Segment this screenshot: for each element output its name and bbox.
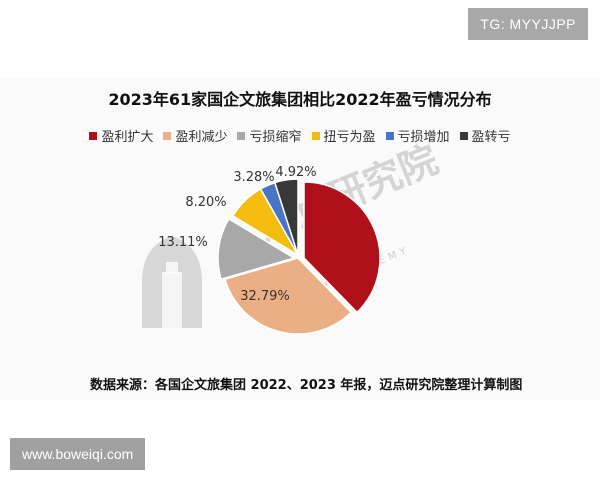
legend-item: 亏损缩窄: [237, 126, 302, 145]
legend-swatch: [89, 131, 98, 140]
pie-data-label: 32.79%: [240, 289, 290, 304]
legend-label: 扭亏为盈: [323, 130, 376, 145]
pie-slice: [273, 178, 299, 256]
legend-swatch: [237, 131, 246, 140]
legend-swatch: [311, 131, 320, 140]
pie-data-label: 13.11%: [158, 235, 208, 250]
legend-item: 扭亏为盈: [311, 126, 376, 145]
watermark-logo-icon: [140, 232, 204, 330]
data-source-note: 数据来源：各国企文旅集团 2022、2023 年报，迈点研究院整理计算制图: [90, 378, 523, 393]
legend-label: 盈利扩大: [101, 130, 154, 145]
legend-label: 盈利减少: [175, 130, 228, 145]
pie-data-label: 8.20%: [185, 195, 226, 210]
legend-label: 盈转亏: [471, 130, 511, 145]
legend-item: 盈利减少: [163, 126, 227, 145]
chart-title: 2023年61家国企文旅集团相比2022年盈亏情况分布: [108, 90, 492, 109]
legend-swatch: [459, 131, 468, 140]
pie-data-label: 3.28%: [233, 170, 274, 185]
chart-legend: 盈利扩大 盈利减少 亏损缩窄 扭亏为盈 亏损增加 盈转亏: [0, 126, 600, 145]
bottom-watermark-tag: www.boweiqi.com: [10, 438, 146, 470]
pie-slice: [303, 181, 381, 314]
legend-swatch: [385, 131, 394, 140]
legend-label: 亏损增加: [397, 130, 450, 145]
chart-card: [0, 78, 600, 400]
pie-slice: [217, 217, 296, 281]
pie-data-label: 4.92%: [275, 165, 316, 180]
legend-item: 盈利扩大: [89, 126, 153, 145]
legend-item: 亏损增加: [385, 126, 450, 145]
legend-swatch: [163, 131, 172, 140]
legend-item: 盈转亏: [459, 126, 511, 145]
pie-slice: [224, 257, 353, 335]
legend-label: 亏损缩窄: [249, 130, 302, 145]
top-watermark-tag: TG: MYYJJPP: [468, 8, 588, 40]
